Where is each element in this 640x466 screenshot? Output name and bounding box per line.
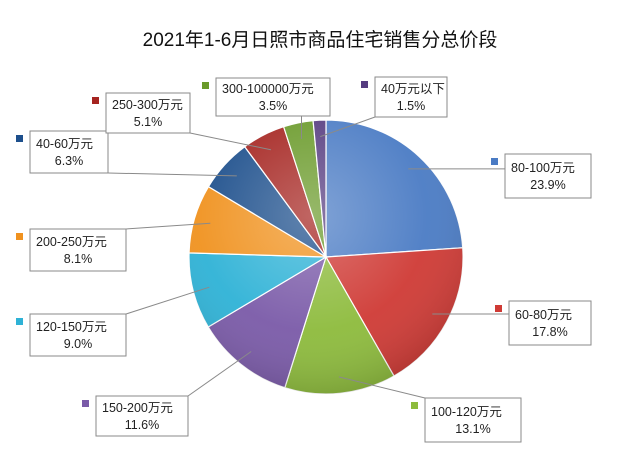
slice-percent: 23.9% bbox=[530, 178, 565, 192]
slice-label-120-150: 120-150万元 9.0% bbox=[16, 313, 127, 357]
slice-percent: 17.8% bbox=[532, 325, 567, 339]
leader-line-250-300 bbox=[189, 132, 272, 151]
slice-percent: 5.1% bbox=[134, 115, 163, 129]
legend-marker bbox=[411, 402, 418, 409]
legend-marker bbox=[491, 158, 498, 165]
leader-line-150-200 bbox=[187, 351, 252, 397]
slice-name: 40万元以下 bbox=[381, 82, 445, 96]
slice-name: 100-120万元 bbox=[431, 405, 502, 419]
slice-percent: 8.1% bbox=[64, 252, 93, 266]
slice-labels: 80-100万元23.9%60-80万元17.8%100-120万元13.1%1… bbox=[16, 76, 592, 443]
label-box bbox=[374, 76, 448, 118]
slice-name: 120-150万元 bbox=[36, 320, 107, 334]
leader-line-40-60 bbox=[107, 172, 237, 177]
leader-line-200-250 bbox=[125, 222, 211, 230]
legend-marker bbox=[82, 400, 89, 407]
slice-label-300-100000: 300-100000万元 3.5% bbox=[202, 77, 331, 117]
legend-marker bbox=[16, 233, 23, 240]
legend-marker bbox=[16, 135, 23, 142]
slice-name: 40-60万元 bbox=[36, 137, 93, 151]
chart-title: 2021年1-6月日照市商品住宅销售分总价段 bbox=[143, 29, 498, 51]
label-box bbox=[424, 397, 522, 443]
slice-percent: 13.1% bbox=[455, 422, 490, 436]
label-box bbox=[508, 300, 592, 346]
legend-marker bbox=[202, 82, 209, 89]
slice-label-250-300: 250-300万元 5.1% bbox=[92, 92, 191, 134]
legend-marker bbox=[92, 97, 99, 104]
slice-name: 60-80万元 bbox=[515, 308, 572, 322]
slice-name: 80-100万元 bbox=[511, 161, 575, 175]
leader-line-100-120 bbox=[338, 376, 426, 399]
label-box bbox=[215, 77, 331, 117]
slice-name: 200-250万元 bbox=[36, 235, 107, 249]
label-box bbox=[504, 153, 592, 199]
slice-label-150-200: 150-200万元 11.6% bbox=[82, 395, 189, 437]
slice-label-40below: 40万元以下 1.5% bbox=[361, 76, 448, 118]
legend-marker bbox=[16, 318, 23, 325]
leader-line-40below bbox=[320, 116, 376, 138]
slice-label-40-60: 40-60万元 6.3% bbox=[16, 130, 109, 174]
slice-percent: 9.0% bbox=[64, 337, 93, 351]
slice-name: 250-300万元 bbox=[112, 98, 183, 112]
slice-label-80-100: 80-100万元 23.9% bbox=[491, 153, 592, 199]
legend-marker bbox=[361, 81, 368, 88]
label-box bbox=[29, 313, 127, 357]
label-box bbox=[105, 92, 191, 134]
slice-percent: 1.5% bbox=[397, 99, 426, 113]
pie-slices bbox=[188, 119, 464, 395]
leader-line-120-150 bbox=[125, 286, 210, 315]
label-box bbox=[95, 395, 189, 437]
slice-percent: 3.5% bbox=[259, 99, 288, 113]
slice-label-60-80: 60-80万元 17.8% bbox=[495, 300, 592, 346]
label-box bbox=[29, 130, 109, 174]
slice-name: 150-200万元 bbox=[102, 401, 173, 415]
slice-label-200-250: 200-250万元 8.1% bbox=[16, 228, 127, 272]
slice-percent: 6.3% bbox=[55, 154, 84, 168]
legend-marker bbox=[495, 305, 502, 312]
slice-80-100 bbox=[325, 119, 464, 258]
label-box bbox=[29, 228, 127, 272]
slice-label-100-120: 100-120万元 13.1% bbox=[411, 397, 522, 443]
slice-name: 300-100000万元 bbox=[222, 82, 314, 96]
slice-percent: 11.6% bbox=[125, 418, 160, 432]
